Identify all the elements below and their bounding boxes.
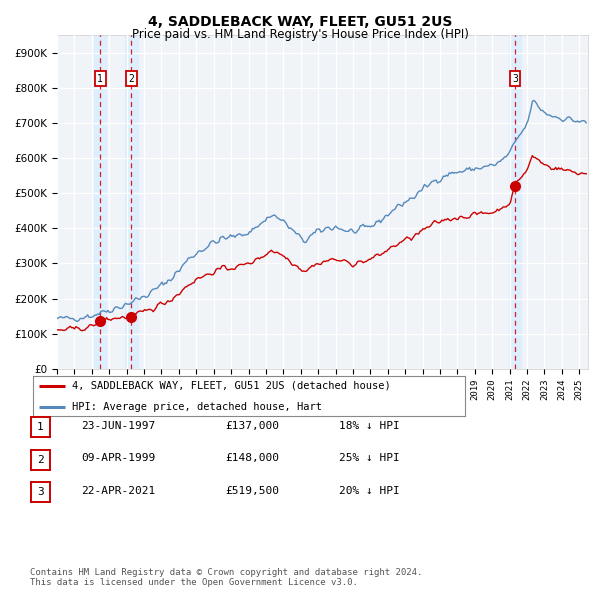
Text: 09-APR-1999: 09-APR-1999: [81, 454, 155, 463]
Text: HPI: Average price, detached house, Hart: HPI: Average price, detached house, Hart: [72, 402, 322, 412]
Text: 2: 2: [128, 74, 134, 84]
Bar: [509, 35, 521, 369]
Text: 4, SADDLEBACK WAY, FLEET, GU51 2US: 4, SADDLEBACK WAY, FLEET, GU51 2US: [148, 15, 452, 30]
Text: 2: 2: [37, 455, 44, 464]
Text: £148,000: £148,000: [225, 454, 279, 463]
Text: 4, SADDLEBACK WAY, FLEET, GU51 2US (detached house): 4, SADDLEBACK WAY, FLEET, GU51 2US (deta…: [72, 381, 391, 391]
Text: £519,500: £519,500: [225, 486, 279, 496]
Text: Contains HM Land Registry data © Crown copyright and database right 2024.
This d: Contains HM Land Registry data © Crown c…: [30, 568, 422, 587]
Bar: [125, 35, 137, 369]
Text: £137,000: £137,000: [225, 421, 279, 431]
Text: 18% ↓ HPI: 18% ↓ HPI: [339, 421, 400, 431]
Text: 3: 3: [512, 74, 518, 84]
Text: 1: 1: [37, 422, 44, 432]
Text: 3: 3: [37, 487, 44, 497]
Text: 25% ↓ HPI: 25% ↓ HPI: [339, 454, 400, 463]
Text: 20% ↓ HPI: 20% ↓ HPI: [339, 486, 400, 496]
Text: 1: 1: [97, 74, 103, 84]
Bar: [94, 35, 106, 369]
Text: Price paid vs. HM Land Registry's House Price Index (HPI): Price paid vs. HM Land Registry's House …: [131, 28, 469, 41]
Text: 22-APR-2021: 22-APR-2021: [81, 486, 155, 496]
Text: 23-JUN-1997: 23-JUN-1997: [81, 421, 155, 431]
